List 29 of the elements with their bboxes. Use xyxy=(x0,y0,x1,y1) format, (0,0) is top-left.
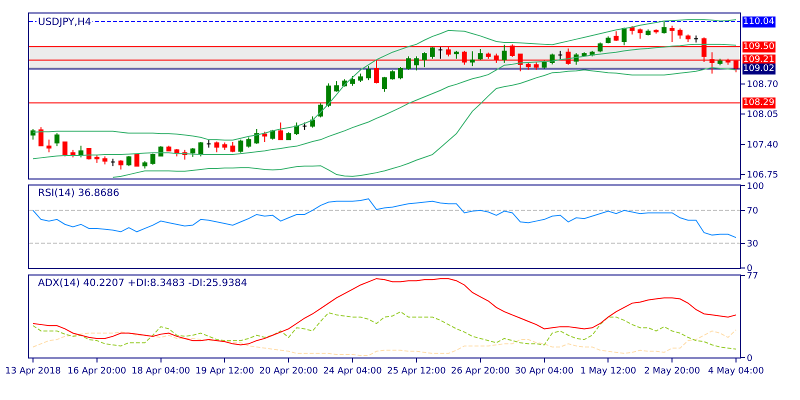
x-tick-label: 24 Apr 04:00 xyxy=(323,366,382,377)
y-tick-label: 30 xyxy=(746,239,759,250)
x-tick-label: 30 Apr 04:00 xyxy=(514,366,574,377)
y-tick-label: 107.40 xyxy=(746,140,779,150)
chart-title: RSI(14) 36.8686 xyxy=(38,188,120,199)
y-tick-label: 0 xyxy=(746,354,753,364)
x-tick-label: 1 May 12:00 xyxy=(580,366,636,377)
x-tick-label: 18 Apr 04:00 xyxy=(131,366,190,377)
x-tick-label: 2 May 20:00 xyxy=(644,366,700,377)
x-tick-label: 19 Apr 12:00 xyxy=(195,366,254,377)
x-tick-label: 13 Apr 2018 xyxy=(5,366,62,377)
ref-line-label: 108.29 xyxy=(743,98,775,108)
y-tick-label: 77 xyxy=(746,272,758,282)
y-tick-label: 106.75 xyxy=(746,170,778,181)
ref-line-label: 109.50 xyxy=(743,42,775,52)
x-tick-label: 20 Apr 20:00 xyxy=(259,366,318,377)
x-tick-label: 16 Apr 20:00 xyxy=(68,366,127,377)
x-tick-label: 26 Apr 20:00 xyxy=(451,366,510,377)
y-tick-label: 70 xyxy=(746,206,759,217)
x-tick-label: 25 Apr 12:00 xyxy=(387,366,446,377)
ref-line-label: 109.02 xyxy=(743,64,774,74)
ref-line-label: 109.21 xyxy=(743,55,774,65)
y-tick-label: 100 xyxy=(746,182,764,192)
chart-title: ADX(14) 40.2207 +DI:8.3483 -DI:25.9384 xyxy=(38,278,248,289)
y-tick-label: 108.05 xyxy=(746,110,778,120)
x-tick-label: 4 May 04:00 xyxy=(708,366,764,377)
ref-line-label: 110.04 xyxy=(743,17,775,27)
y-tick-label: 108.70 xyxy=(746,80,779,90)
chart-title: USDJPY,H4 xyxy=(38,17,92,28)
